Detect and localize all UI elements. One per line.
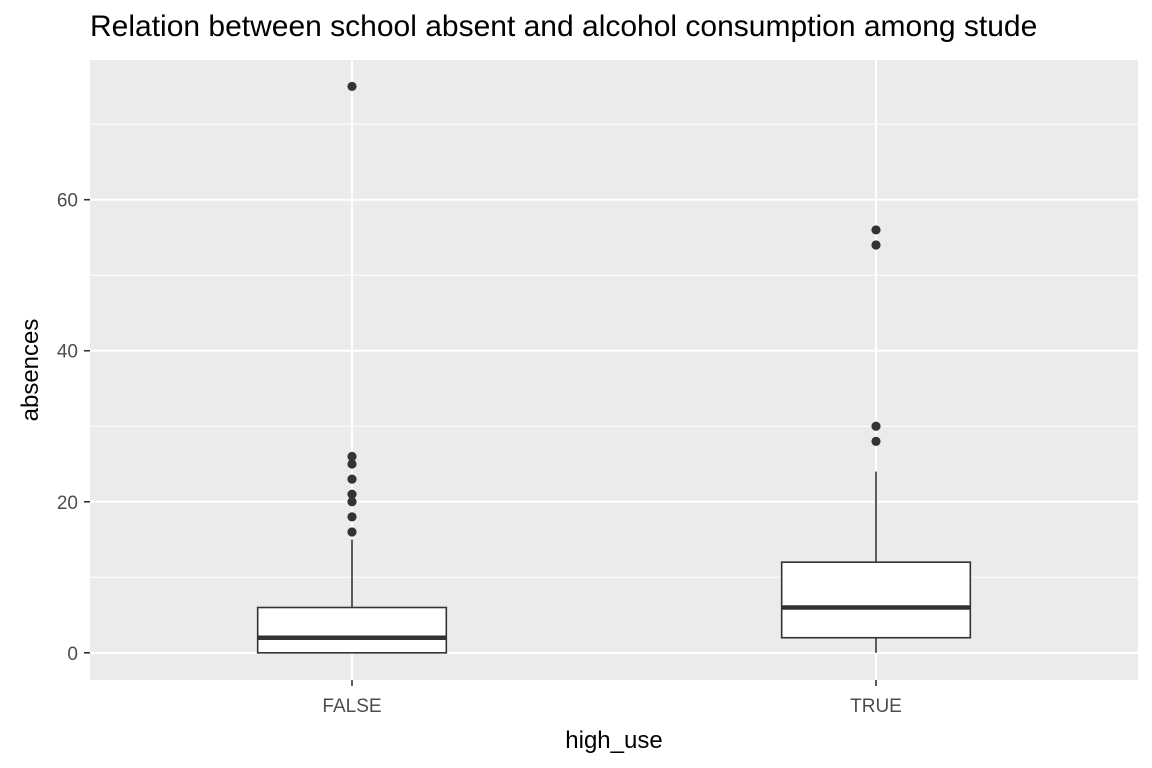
outlier-point (347, 489, 357, 499)
y-tick-label: 0 (67, 644, 78, 665)
outlier-point (347, 451, 357, 462)
y-tick-label: 40 (57, 342, 78, 363)
outlier-point (347, 459, 357, 469)
iqr-box (256, 606, 448, 654)
outlier-point (871, 436, 881, 446)
boxes (256, 81, 972, 654)
chart-title: Relation between school absent and alcoh… (90, 10, 1038, 43)
x-axis-title: high_use (565, 727, 662, 754)
y-tick-label: 60 (57, 191, 78, 212)
plot-panel (90, 60, 1138, 680)
x-tick-label: FALSE (322, 696, 381, 717)
x-tick-label: TRUE (850, 696, 902, 717)
outlier-point (347, 474, 357, 484)
outlier-point (871, 240, 881, 250)
outlier-point (347, 512, 357, 522)
y-tick-label: 20 (57, 493, 78, 514)
y-axis-title: absences (17, 319, 44, 422)
outlier-point (347, 497, 357, 507)
axes: 0 20 40 60 FALSE TRUE (57, 191, 902, 717)
outlier-point (347, 527, 357, 537)
outlier-point (871, 225, 881, 235)
box-false (256, 81, 448, 654)
box-true (780, 225, 972, 653)
iqr-box (780, 561, 972, 639)
outlier-point (871, 421, 881, 431)
outlier-point (347, 81, 357, 92)
